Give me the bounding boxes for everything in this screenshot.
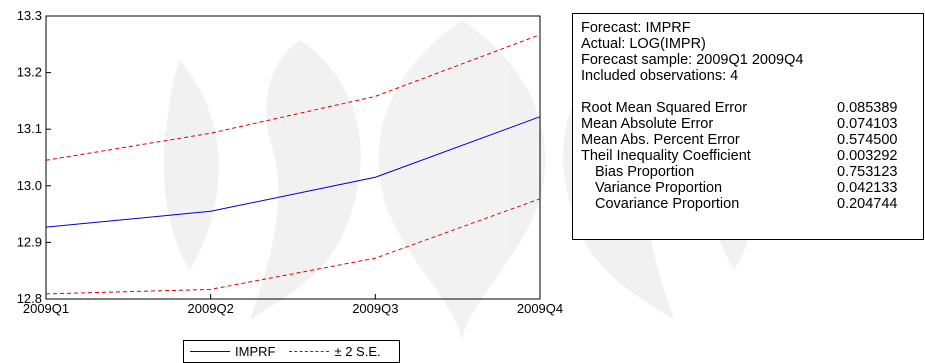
stat-value: 0.003292: [837, 148, 898, 164]
stat-row: Mean Abs. Percent Error 0.574500: [581, 132, 923, 148]
x-tick-label: 2009Q1: [23, 301, 69, 316]
stat-label: Variance Proportion: [595, 180, 723, 196]
stat-value: 0.753123: [837, 164, 898, 180]
legend-item: IMPRF: [190, 344, 275, 359]
stats-header-forecast: Forecast: IMPRF: [581, 20, 691, 36]
legend-swatch: [289, 351, 330, 352]
stat-label: Bias Proportion: [595, 164, 695, 180]
stat-value: 0.085389: [837, 100, 898, 116]
stat-label: Theil Inequality Coefficient: [581, 148, 751, 164]
stat-value: 0.074103: [837, 116, 898, 132]
stat-label: Covariance Proportion: [595, 196, 740, 212]
legend-label: ± 2 S.E.: [334, 344, 381, 359]
plot-frame: [45, 15, 541, 300]
forecast-statistics-box: Forecast: IMPRF Actual: LOG(IMPR) Foreca…: [572, 13, 924, 240]
stat-label: Mean Abs. Percent Error: [581, 132, 740, 148]
stat-label: Mean Absolute Error: [581, 116, 714, 132]
y-tick-label: 13.3: [17, 8, 42, 23]
stat-row: Bias Proportion 0.753123: [581, 164, 923, 180]
y-tick-label: 13.1: [17, 121, 42, 136]
x-tick-label: 2009Q2: [188, 301, 234, 316]
y-tick-label: 13.0: [17, 178, 42, 193]
legend-swatch: [190, 351, 230, 352]
stat-label: Root Mean Squared Error: [581, 100, 748, 116]
x-tick-label: 2009Q4: [517, 301, 563, 316]
y-tick-label: 12.8: [17, 291, 42, 306]
stat-value: 0.574500: [837, 132, 898, 148]
stat-row: Theil Inequality Coefficient 0.003292: [581, 148, 923, 164]
series-line-imprf: [45, 116, 541, 228]
y-tick-label: 13.2: [17, 65, 42, 80]
stat-row: Covariance Proportion 0.204744: [581, 196, 923, 212]
stat-row: Variance Proportion 0.042133: [581, 180, 923, 196]
stats-header-actual: Actual: LOG(IMPR): [581, 36, 706, 52]
stat-row: Root Mean Squared Error 0.085389: [581, 100, 923, 116]
y-tick-label: 12.9: [17, 234, 42, 249]
series-line-upper-band: [45, 34, 541, 161]
stat-value: 0.042133: [837, 180, 898, 196]
stats-header-sample: Forecast sample: 2009Q1 2009Q4: [581, 52, 804, 68]
series-line-lower-band: [45, 198, 541, 295]
stat-value: 0.204744: [837, 196, 898, 212]
chart-legend: IMPRF ± 2 S.E.: [183, 340, 400, 363]
stats-header-observations: Included observations: 4: [581, 68, 739, 84]
legend-item: ± 2 S.E.: [289, 344, 381, 359]
x-tick-label: 2009Q3: [352, 301, 398, 316]
legend-label: IMPRF: [235, 344, 276, 359]
stat-row: Mean Absolute Error 0.074103: [581, 116, 923, 132]
